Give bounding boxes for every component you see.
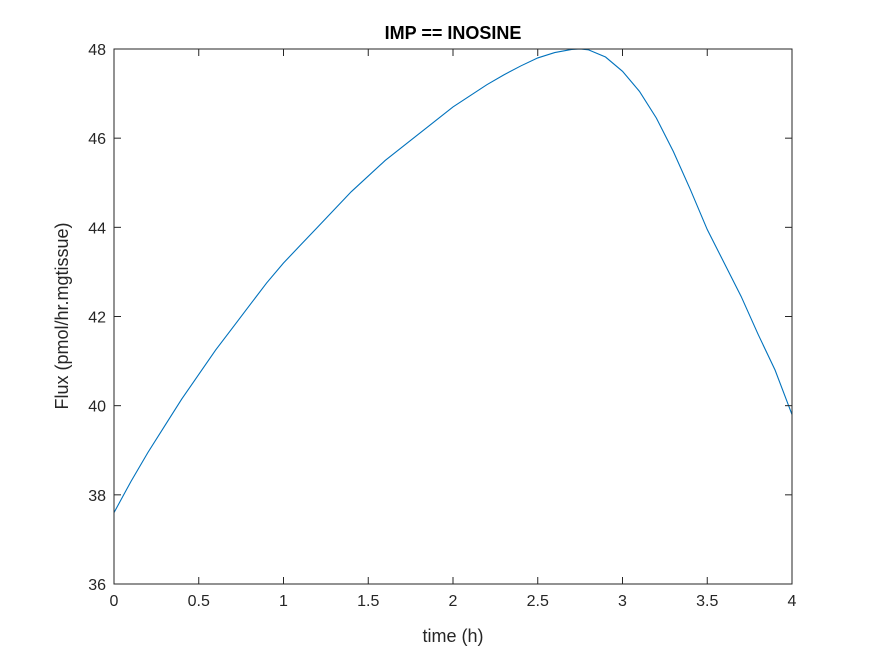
chart-title: IMP == INOSINE	[385, 23, 522, 43]
y-axis-label: Flux (pmol/hr.mgtissue)	[52, 222, 72, 409]
y-tick-label: 42	[88, 310, 106, 327]
y-tick-label: 36	[88, 577, 106, 594]
x-tick-label: 3	[618, 593, 627, 610]
y-tick-label: 46	[88, 131, 106, 148]
plot-area	[114, 49, 792, 584]
x-axis-label: time (h)	[422, 626, 483, 646]
x-tick-label: 2	[449, 593, 458, 610]
x-tick-label: 2.5	[527, 593, 549, 610]
y-tick-label: 48	[88, 42, 106, 59]
x-tick-label: 4	[788, 593, 797, 610]
x-tick-label: 1	[279, 593, 288, 610]
y-tick-label: 38	[88, 488, 106, 505]
x-tick-label: 0	[110, 593, 119, 610]
y-tick-label: 44	[88, 220, 106, 237]
y-tick-label: 40	[88, 399, 106, 416]
x-tick-label: 1.5	[357, 593, 379, 610]
series-line-1	[113, 48, 793, 513]
x-tick-label: 3.5	[696, 593, 718, 610]
x-tick-label: 0.5	[188, 593, 210, 610]
